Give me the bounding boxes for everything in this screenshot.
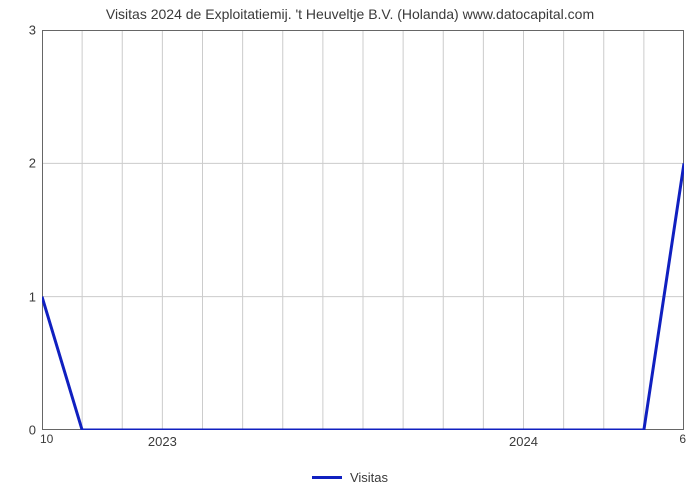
chart-title: Visitas 2024 de Exploitatiemij. 't Heuve…	[0, 6, 700, 22]
x-tick-label: 2023	[148, 434, 177, 449]
plot-svg	[42, 30, 684, 430]
x-tick-label: 2024	[509, 434, 538, 449]
plot-area: 012320232024106	[42, 30, 684, 430]
legend: Visitas	[0, 470, 700, 485]
bottom-right-corner-label: 6	[679, 432, 686, 446]
y-tick-label: 0	[29, 423, 36, 438]
bottom-left-corner-label: 10	[40, 432, 53, 446]
legend-label: Visitas	[350, 470, 388, 485]
legend-swatch	[312, 476, 342, 479]
y-tick-label: 3	[29, 23, 36, 38]
visits-line-chart: Visitas 2024 de Exploitatiemij. 't Heuve…	[0, 0, 700, 500]
y-tick-label: 1	[29, 289, 36, 304]
y-tick-label: 2	[29, 156, 36, 171]
